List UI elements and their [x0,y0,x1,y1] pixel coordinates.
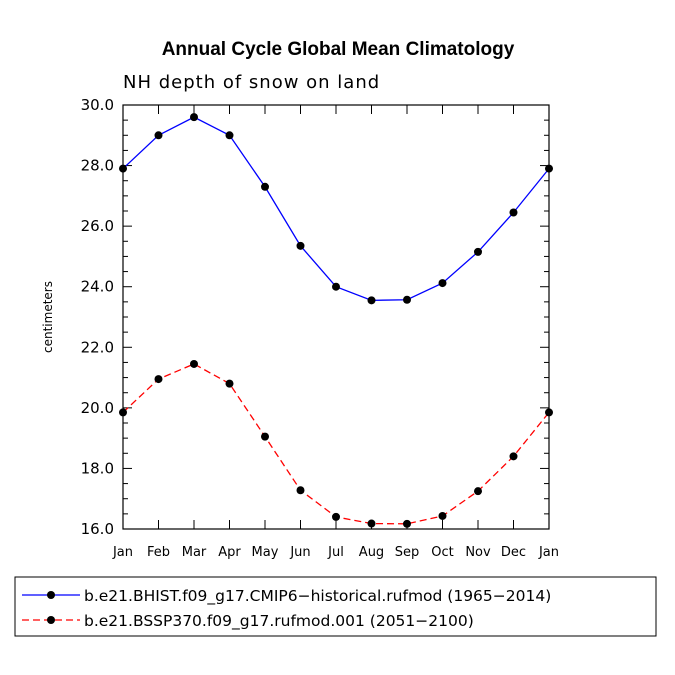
y-tick-label: 26.0 [81,217,114,235]
series-group [119,113,553,528]
series-1-point [403,519,411,528]
x-tick-labels: Jan Feb Mar Apr May Jun Jul Aug Sep Oct Nov Dec Jan [112,545,559,560]
series-1-point [154,375,163,384]
x-tick-label: Mar [182,545,207,560]
series-0-point [332,282,340,291]
series-1-point [332,512,340,521]
legend-label-1: b.e21.BSSP370.f09_g17.rufmod.001 (2051−2… [84,612,474,631]
y-tick-label: 28.0 [81,157,114,175]
series-1-point [545,408,553,417]
series-1-point [296,486,305,495]
series-1-point [261,432,269,441]
x-tick-label: Jan [538,545,559,560]
legend: b.e21.BHIST.f09_g17.CMIP6−historical.ruf… [14,576,657,637]
series-0-point [154,131,163,140]
x-tick-label: Nov [465,545,491,560]
x-tick-label: Oct [431,545,453,560]
series-line-1 [122,363,550,525]
series-1-point [509,452,518,461]
series-0-point [367,296,376,305]
series-1-point [190,359,198,368]
series-0-point [403,295,411,304]
legend-marker-0 [47,591,55,599]
y-axis-label: centimeters [41,281,55,353]
series-0-point [296,241,305,250]
series-1-point [438,511,447,520]
y-tick-label: 20.0 [81,399,114,417]
legend-marker-1 [47,616,55,624]
y-tick-label: 24.0 [81,278,114,296]
series-0-point [261,182,269,191]
series-0-point [119,164,127,173]
plot-frame [122,104,550,530]
series-0-point [190,113,198,122]
series-1-point [474,487,482,496]
x-tick-label: Feb [147,545,170,560]
legend-box [14,576,657,637]
series-0-point [438,279,447,288]
y-tick-label: 22.0 [81,338,114,356]
series-line-0 [122,116,550,301]
x-tick-label: Jul [327,545,344,560]
x-tick-label: Dec [501,545,526,560]
series-1-point [225,379,234,388]
series-1-point [367,519,376,528]
y-tick-label: 18.0 [81,459,114,477]
y-tick-label: 16.0 [81,520,114,538]
series-0-point [509,208,518,217]
series-0-point [545,164,553,173]
x-tick-label: Sep [395,545,420,560]
y-tick-label: 30.0 [81,96,114,114]
axis-ticks [122,104,550,530]
x-tick-label: Apr [218,545,241,560]
chart-subtitle: NH depth of snow on land [123,72,380,93]
x-tick-label: Jun [289,545,310,560]
y-tick-labels: 16.0 18.0 20.0 22.0 24.0 26.0 28.0 30.0 [81,96,114,538]
series-0-point [474,247,482,256]
x-tick-label: Jan [112,545,133,560]
x-tick-label: Aug [359,545,384,560]
legend-label-0: b.e21.BHIST.f09_g17.CMIP6−historical.ruf… [84,587,551,606]
chart-title: Annual Cycle Global Mean Climatology [162,39,515,60]
series-0-point [225,131,234,140]
x-tick-label: May [252,545,279,560]
series-1-point [119,408,127,417]
